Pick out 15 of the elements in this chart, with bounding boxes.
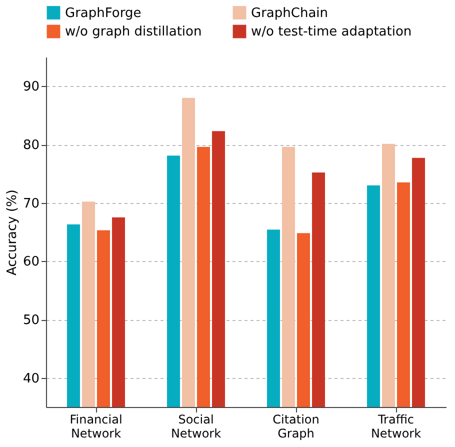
y-tick-label: 70 — [22, 196, 40, 212]
x-tick-label: Traffic Network — [370, 412, 422, 440]
y-tick-label: 90 — [22, 80, 40, 95]
x-tick-label: Citation Graph — [272, 412, 320, 440]
legend-label: GraphChain — [251, 6, 328, 21]
y-tick-label: 60 — [22, 254, 40, 270]
x-tick-label: Social Network — [170, 412, 222, 440]
legend-label: w/o test-time adaptation — [251, 24, 412, 40]
y-axis-title: Accuracy (%) — [4, 190, 20, 276]
y-tick-label: 50 — [22, 313, 40, 328]
legend-label: GraphForge — [65, 6, 142, 21]
x-tick-label: Financial Network — [70, 412, 122, 440]
legend-label: w/o graph distillation — [65, 24, 202, 40]
y-tick-label: 40 — [22, 371, 40, 386]
y-tick-label: 80 — [22, 138, 40, 153]
